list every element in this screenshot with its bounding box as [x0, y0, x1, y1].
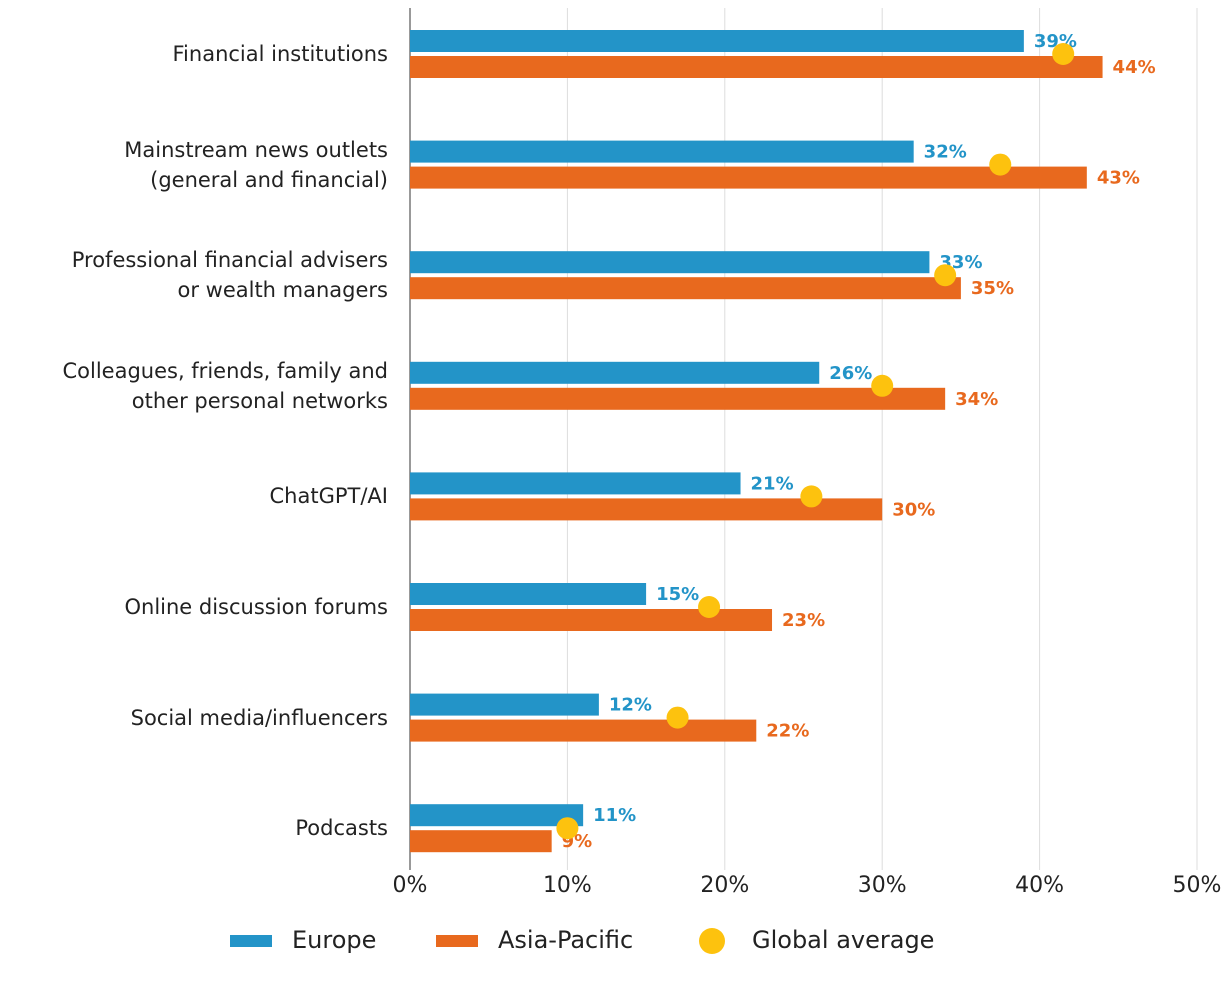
bar	[410, 277, 961, 300]
legend-swatch	[436, 935, 478, 947]
x-tick-label: 0%	[393, 873, 428, 898]
y-tick-label: Colleagues, friends, family and other pe…	[62, 358, 388, 413]
data-label: 22%	[766, 721, 809, 742]
data-label: 23%	[782, 610, 825, 631]
data-label: 43%	[1097, 168, 1140, 189]
legend-label: Global average	[752, 926, 934, 954]
average-dot	[1052, 43, 1075, 65]
y-tick-label: Online discussion forums	[124, 595, 388, 619]
bar	[410, 830, 552, 853]
y-tick-label: ChatGPT/AI	[269, 484, 388, 509]
bar	[410, 251, 930, 274]
data-label: 15%	[656, 584, 699, 605]
x-tick-label: 20%	[700, 873, 749, 898]
legend-swatch	[230, 935, 272, 947]
bar	[410, 56, 1103, 78]
bar	[410, 719, 757, 742]
y-tick-label: Mainstream news outlets (general and fin…	[124, 137, 388, 192]
legend-label: Europe	[292, 926, 376, 954]
data-label: 34%	[955, 389, 998, 410]
data-label: 21%	[751, 473, 794, 494]
bar	[410, 166, 1087, 189]
y-tick-label: Social media/influencers	[130, 705, 388, 730]
data-label: 30%	[892, 499, 935, 520]
x-tick-label: 40%	[1015, 873, 1064, 898]
bar	[410, 498, 883, 521]
average-dot	[666, 706, 689, 729]
data-label: 32%	[924, 142, 967, 163]
bar	[410, 472, 741, 495]
average-dot	[698, 596, 721, 618]
bar	[410, 140, 914, 163]
average-dot	[934, 264, 957, 287]
average-dot	[989, 153, 1012, 176]
bar	[410, 361, 820, 384]
average-dot	[871, 374, 894, 397]
data-label: 26%	[829, 363, 872, 384]
bar	[410, 804, 584, 827]
x-tick-label: 30%	[858, 873, 907, 898]
x-tick-label: 10%	[543, 873, 592, 898]
legend-swatch	[699, 928, 725, 954]
data-label: 11%	[593, 805, 636, 826]
data-label: 12%	[609, 695, 652, 716]
legend-label: Asia-Pacific	[498, 926, 633, 954]
data-label: 35%	[971, 278, 1014, 299]
bar	[410, 583, 647, 605]
bar	[410, 387, 946, 410]
y-tick-label: Professional financial advisers or wealt…	[71, 248, 388, 303]
bar	[410, 30, 1024, 52]
data-label: 44%	[1113, 57, 1156, 78]
bar	[410, 693, 599, 716]
average-dot	[556, 817, 579, 840]
y-tick-label: Podcasts	[295, 816, 388, 841]
average-dot	[800, 485, 823, 508]
y-tick-label: Financial institutions	[172, 42, 389, 66]
x-tick-label: 50%	[1173, 873, 1222, 898]
bar	[410, 609, 773, 631]
